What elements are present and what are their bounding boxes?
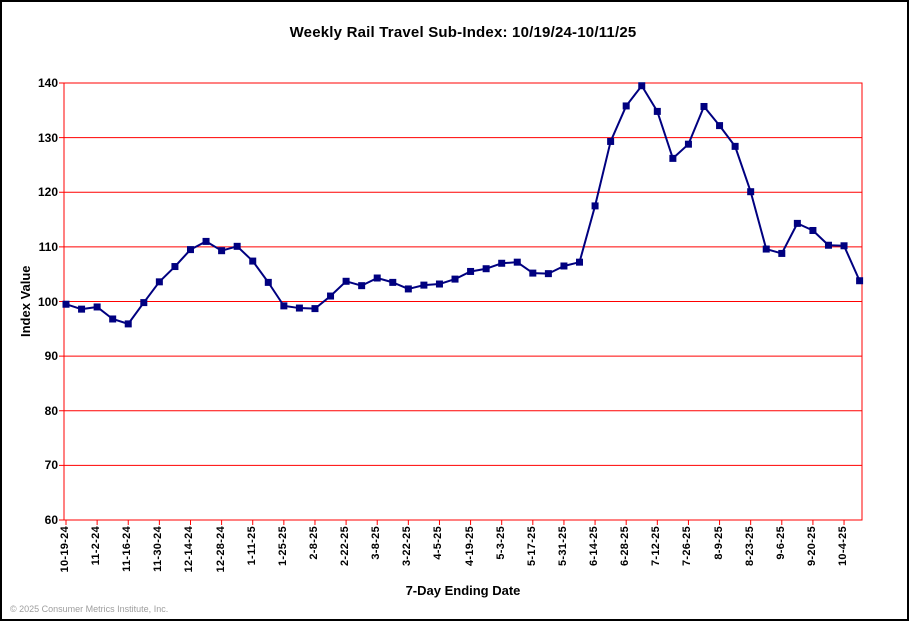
data-point-marker (576, 258, 584, 266)
data-point-marker (824, 241, 832, 249)
x-tick-label: 5-3-25 (494, 526, 507, 560)
data-point-marker (638, 82, 646, 90)
data-line (65, 84, 861, 325)
data-point-marker (809, 226, 817, 234)
x-tick-label: 10-4-25 (837, 526, 850, 567)
data-point-marker (544, 270, 552, 278)
data-point-marker (280, 302, 288, 310)
data-point-marker (93, 303, 101, 311)
data-point-marker (778, 249, 786, 257)
x-tick-label: 10-19-24 (59, 526, 71, 573)
copyright-notice: © 2025 Consumer Metrics Institute, Inc. (10, 604, 169, 614)
data-point-marker (140, 299, 148, 307)
data-point-marker (311, 305, 319, 313)
data-point-marker (856, 277, 864, 285)
data-point-marker (109, 315, 117, 323)
data-point-marker (264, 278, 272, 286)
data-point-marker (249, 257, 257, 265)
x-tick-label: 4-5-25 (432, 526, 445, 560)
data-point-marker (218, 247, 226, 255)
x-tick-label: 8-9-25 (712, 526, 725, 560)
x-tick-label: 5-31-25 (556, 526, 569, 567)
data-point-marker (731, 142, 739, 150)
x-tick-label: 12-28-24 (214, 526, 227, 573)
data-point-marker (124, 320, 132, 328)
data-point-marker (669, 154, 677, 162)
data-point-marker (762, 245, 770, 253)
y-tick-label: 140 (37, 76, 58, 90)
x-tick-label: 3-22-25 (401, 526, 414, 567)
x-tick-label: 5-17-25 (525, 526, 538, 567)
x-tick-label: 4-19-25 (463, 526, 476, 567)
x-tick-label: 9-20-25 (805, 526, 818, 567)
data-point-marker (389, 278, 397, 286)
data-point-marker (342, 277, 350, 285)
data-point-marker (202, 237, 210, 245)
y-tick-label: 60 (44, 513, 58, 527)
x-tick-label: 1-11-25 (245, 526, 258, 566)
x-tick-label: 8-23-25 (743, 526, 756, 567)
x-tick-label: 9-6-25 (774, 526, 787, 560)
data-point-marker (420, 281, 428, 289)
data-point-marker (684, 140, 692, 148)
y-tick-label: 70 (44, 458, 58, 473)
data-point-marker (653, 107, 661, 115)
data-point-marker (513, 258, 521, 266)
data-point-marker (451, 275, 459, 283)
y-tick-label: 130 (37, 130, 58, 145)
data-point-marker (793, 219, 801, 227)
data-point-marker (607, 137, 615, 145)
data-point-marker (373, 274, 381, 282)
x-tick-label: 11-2-24 (90, 526, 103, 566)
x-tick-label: 2-22-25 (339, 526, 352, 567)
data-point-marker (155, 278, 163, 286)
x-tick-label: 12-14-24 (183, 526, 196, 573)
data-point-marker (840, 242, 848, 250)
chart-canvas (59, 82, 864, 525)
data-point-marker (62, 300, 70, 308)
data-point-marker (78, 305, 86, 313)
x-tick-label: 7-26-25 (681, 526, 694, 567)
data-point-marker (327, 292, 335, 300)
data-point-marker (747, 188, 755, 196)
x-tick-label: 7-12-25 (650, 526, 663, 567)
data-point-marker (591, 202, 599, 210)
data-point-marker (171, 263, 179, 271)
x-tick-label: 2-8-25 (307, 526, 320, 560)
data-point-marker (716, 122, 724, 130)
data-point-marker (358, 282, 366, 290)
x-tick-label: 6-14-25 (588, 526, 601, 567)
chart-title: Weekly Rail Travel Sub-Index: 10/19/24-1… (289, 24, 637, 41)
x-tick-label: 11-30-24 (152, 526, 165, 572)
data-point-marker (186, 246, 194, 254)
data-point-marker (529, 269, 537, 277)
data-point-marker (295, 304, 303, 312)
x-axis-title: 7-Day Ending Date (405, 583, 521, 598)
data-point-marker (482, 265, 490, 273)
data-point-marker (404, 285, 412, 293)
y-tick-label: 100 (37, 294, 58, 309)
y-tick-label: 110 (38, 239, 58, 254)
x-tick-label: 11-16-24 (121, 526, 134, 572)
x-tick-label: 3-8-25 (370, 526, 383, 560)
data-point-marker (622, 102, 630, 110)
data-point-marker (560, 262, 568, 270)
x-tick-label: 1-25-25 (276, 526, 289, 567)
data-point-marker (700, 102, 708, 110)
y-tick-label: 90 (44, 349, 58, 364)
data-point-marker (233, 242, 241, 250)
x-tick-label: 6-28-25 (619, 526, 632, 567)
y-tick-label: 120 (37, 185, 58, 200)
y-tick-label: 80 (44, 403, 58, 418)
data-point-marker (467, 267, 475, 275)
data-point-marker (498, 259, 506, 267)
data-point-marker (435, 280, 443, 288)
